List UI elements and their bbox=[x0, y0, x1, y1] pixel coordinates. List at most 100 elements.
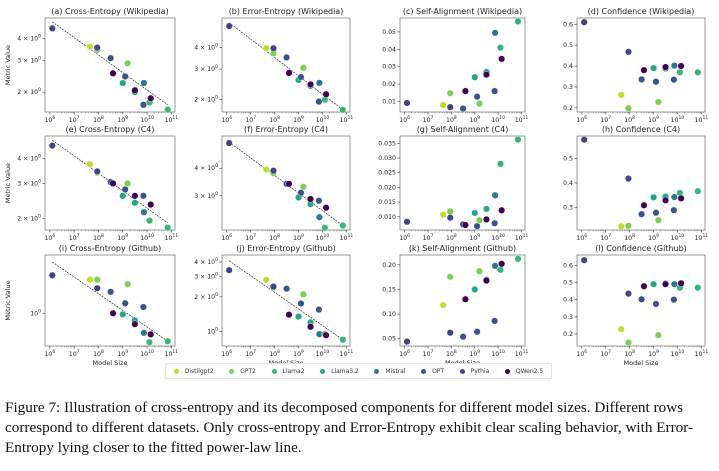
data-point-pythia bbox=[225, 266, 233, 274]
data-point-opt bbox=[139, 101, 147, 109]
data-point-llama2 bbox=[514, 136, 522, 144]
legend-item: GPT2 bbox=[229, 368, 256, 375]
y-tick-label: 0.6 bbox=[563, 262, 573, 269]
data-point-qwen2.5 bbox=[662, 280, 670, 288]
y-tick-label: 100 bbox=[207, 327, 218, 336]
data-point-distilgpt2 bbox=[86, 276, 94, 284]
x-tick-label: 106 bbox=[221, 115, 232, 124]
data-point-pythia bbox=[624, 175, 632, 183]
y-tick-label: 0.05 bbox=[382, 29, 396, 36]
x-tick-label: 108 bbox=[269, 349, 280, 358]
legend-label: QWen2.5 bbox=[515, 367, 544, 375]
subplot-f: (f) Error-Entropy (C4) 106 107 108 109 1010 10… bbox=[194, 125, 353, 242]
panel-title: (l) Confidence (Github) bbox=[595, 244, 687, 253]
data-point-distilgpt2 bbox=[86, 43, 94, 51]
y-tick-label: 0.035 bbox=[378, 140, 396, 147]
x-tick-label: 109 bbox=[117, 115, 128, 124]
plot-frame bbox=[44, 254, 176, 347]
data-point-distilgpt2 bbox=[617, 222, 625, 230]
y-tick-label: 0.025 bbox=[378, 170, 396, 177]
data-point-qwen2.5 bbox=[677, 62, 685, 70]
x-tick-label: 1011 bbox=[515, 233, 529, 242]
x-tick-label: 107 bbox=[423, 349, 434, 358]
data-point-gpt2 bbox=[475, 267, 483, 275]
data-point-llama2 bbox=[694, 68, 702, 76]
panel-title: (j) Error-Entropy (Github) bbox=[236, 244, 336, 253]
y-tick-label: 0.3 bbox=[563, 314, 573, 321]
x-tick-label: 106 bbox=[221, 233, 232, 242]
y-axis-label: Metric Value bbox=[4, 45, 12, 85]
data-point-pythia bbox=[225, 22, 233, 30]
x-tick-label: 106 bbox=[221, 349, 232, 358]
data-point-pythia bbox=[269, 167, 277, 175]
data-point-pythia bbox=[225, 139, 233, 147]
x-tick-label: 1011 bbox=[165, 349, 179, 358]
subplot-d: (d) Confidence (Wikipedia) 106 107 108 109 10… bbox=[563, 7, 708, 124]
subplot-k: (k) Self-Alignment (Github) 106 107 108 109 1… bbox=[382, 244, 528, 367]
x-tick-label: 109 bbox=[469, 233, 480, 242]
data-point-qwen2.5 bbox=[498, 55, 506, 63]
data-point-distilgpt2 bbox=[439, 301, 447, 309]
x-tick-label: 109 bbox=[648, 349, 659, 358]
x-tick-label: 108 bbox=[93, 115, 104, 124]
data-point-pythia bbox=[403, 338, 411, 346]
y-tick-label: 0.4 bbox=[563, 180, 573, 187]
data-point-llama2 bbox=[145, 338, 153, 346]
data-point-gpt2 bbox=[624, 104, 632, 112]
y-tick-label: 0.5 bbox=[563, 42, 573, 49]
y-tick-label: 4 × 100 bbox=[17, 33, 41, 42]
data-point-qwen2.5 bbox=[498, 206, 506, 214]
data-point-llama2 bbox=[676, 68, 684, 76]
x-tick-label: 107 bbox=[245, 115, 256, 124]
data-point-llama2 bbox=[339, 222, 347, 230]
data-point-llama3.2 bbox=[471, 73, 479, 81]
legend-marker-icon bbox=[421, 368, 427, 374]
data-point-opt bbox=[121, 185, 129, 193]
data-point-mistral bbox=[670, 280, 678, 288]
x-tick-label: 107 bbox=[423, 115, 434, 124]
data-point-qwen2.5 bbox=[640, 66, 648, 74]
panel-title: (a) Cross-Entropy (Wikipedia) bbox=[51, 7, 168, 16]
x-tick-label: 109 bbox=[117, 233, 128, 242]
x-tick-label: 107 bbox=[600, 349, 611, 358]
x-tick-label: 108 bbox=[624, 233, 635, 242]
x-tick-label: 109 bbox=[469, 349, 480, 358]
data-point-qwen2.5 bbox=[147, 94, 155, 102]
x-tick-label: 1010 bbox=[671, 233, 685, 242]
panel-title: (k) Self-Alignment (Github) bbox=[409, 244, 516, 253]
x-tick-label: 1010 bbox=[316, 115, 330, 124]
y-tick-label: 3 × 100 bbox=[17, 56, 41, 65]
y-tick-label: 0.3 bbox=[563, 205, 573, 212]
data-point-gpt2 bbox=[475, 216, 483, 224]
legend-item: QWen2.5 bbox=[504, 367, 544, 375]
data-point-llama3.2 bbox=[482, 205, 490, 213]
data-point-gpt2 bbox=[299, 290, 307, 298]
x-tick-label: 108 bbox=[624, 349, 635, 358]
data-point-pythia bbox=[624, 290, 632, 298]
legend-item: Distilgpt2 bbox=[173, 368, 214, 375]
data-point-opt bbox=[652, 209, 660, 217]
legend-marker-icon bbox=[374, 368, 380, 374]
x-tick-label: 107 bbox=[69, 115, 80, 124]
data-point-llama3.2 bbox=[119, 79, 127, 87]
x-tick-label: 106 bbox=[399, 115, 410, 124]
data-point-opt bbox=[121, 72, 129, 80]
subplot-b: (b) Error-Entropy (Wikipedia) 106 107 108 10… bbox=[194, 7, 353, 124]
legend-label: GPT2 bbox=[240, 367, 256, 375]
legend-item: Llama2 bbox=[271, 368, 305, 375]
y-axis-label: Metric Value bbox=[4, 280, 12, 320]
x-tick-label: 1010 bbox=[316, 233, 330, 242]
plot-frame bbox=[399, 17, 526, 113]
data-point-llama3.2 bbox=[650, 280, 658, 288]
panel-title: (f) Error-Entropy (C4) bbox=[244, 125, 328, 134]
data-point-opt bbox=[491, 219, 499, 227]
panel-title: (b) Error-Entropy (Wikipedia) bbox=[229, 7, 344, 16]
data-point-distilgpt2 bbox=[617, 91, 625, 99]
y-tick-label: 0.010 bbox=[378, 214, 396, 221]
data-point-gpt2 bbox=[654, 98, 662, 106]
x-tick-label: 109 bbox=[293, 349, 304, 358]
y-tick-label: 100 bbox=[30, 308, 41, 317]
panel-title: (h) Confidence (C4) bbox=[602, 125, 680, 134]
x-tick-label: 1010 bbox=[140, 115, 154, 124]
data-point-pythia bbox=[403, 218, 411, 226]
